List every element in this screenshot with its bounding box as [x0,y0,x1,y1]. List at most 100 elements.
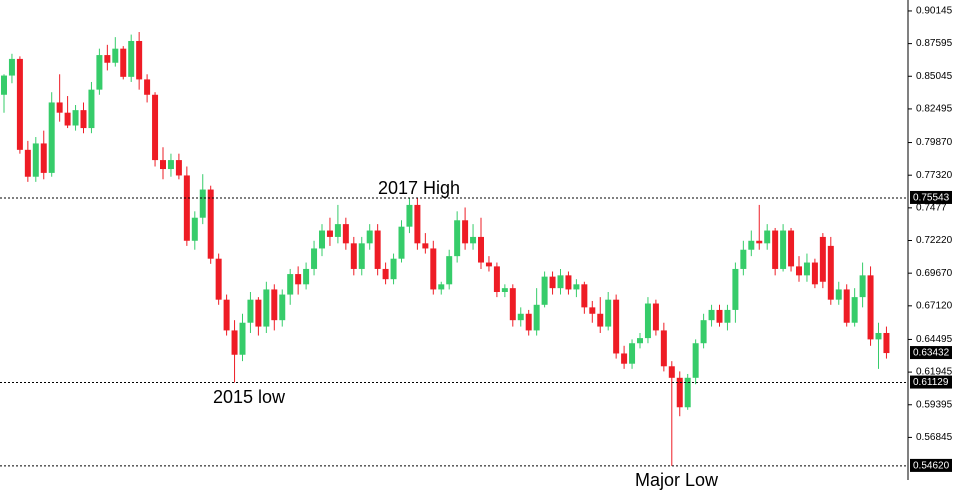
candle-body [867,275,874,340]
candle-body [772,230,779,269]
candle-body [811,262,818,285]
candle-body [295,274,302,285]
candle-body [684,377,691,408]
candle-body [358,243,365,269]
candle-body [366,230,373,244]
candle-body [788,230,795,267]
candle-body [716,309,723,323]
candle-body [589,307,596,314]
level-label-box [910,190,952,204]
candle-body [247,299,254,323]
candle-body [128,40,135,77]
candle-body [819,236,826,282]
y-tick-label: 0.7477 [916,202,947,213]
annotation: Major Low [635,470,719,490]
candle-body [676,377,683,408]
candle-body [692,343,699,378]
candle-body [263,289,270,327]
candle-body [708,309,715,321]
candle-body [565,275,572,290]
candle-body [382,268,389,280]
candle-body [509,288,516,321]
candle-body [255,299,262,327]
candle-body [454,220,461,257]
level-label-box [910,458,952,472]
candle-body [485,262,492,267]
candle-body [398,226,405,259]
level-label: 0.54620 [913,461,950,472]
candle-body [64,112,71,126]
candle-body [621,353,628,364]
candle-body [700,320,707,344]
y-tick-label: 0.77320 [916,170,953,181]
candle-body [326,230,333,237]
candle-body [342,224,349,244]
candle-body [96,55,103,90]
candle-body [32,143,39,177]
candle-body [414,204,421,244]
candle-body [120,48,127,77]
y-tick-label: 0.64495 [916,334,953,345]
price-label-box [910,346,952,360]
y-tick-label: 0.85045 [916,71,953,82]
candle-body [533,304,540,331]
candle-body [112,48,119,63]
candle-body [780,230,787,269]
candle-body [748,240,755,250]
y-tick-label: 0.79870 [916,137,953,148]
candle-body [470,236,477,244]
y-tick-label: 0.90145 [916,6,953,17]
candle-body [144,79,151,95]
candle-body [756,240,763,244]
candle-body [541,276,548,305]
candle-body [390,258,397,280]
candle-body [16,58,23,150]
candle-body [740,249,747,269]
level-label: 0.75543 [913,193,950,204]
candle-body [279,294,286,321]
candle-body [430,248,437,290]
candle-body [136,40,143,80]
candle-body [183,175,190,241]
current-price-label: 0.63432 [913,348,950,359]
candle-body [843,289,850,323]
candle-body [406,204,413,227]
candle-body [152,94,159,161]
candle-body [215,258,222,300]
candle-body [478,236,484,263]
candle-body [207,189,214,259]
candle-body [581,284,588,308]
y-tick-label: 0.56845 [916,432,953,443]
candle-body [438,284,445,290]
candle-body [88,89,95,129]
y-tick-label: 0.69670 [916,268,953,279]
candle-body [319,230,325,249]
candle-body [223,299,230,331]
candle-body [573,284,580,290]
annotation: 2015 low [213,387,286,407]
candle-body [350,243,357,269]
level-label-box [910,375,952,389]
candle-body [334,224,341,237]
candle-body [517,313,524,321]
candle-body [613,299,620,354]
candle-body [557,275,564,289]
candle-body [827,245,834,300]
candle-body [422,243,429,249]
y-tick-label: 0.61945 [916,367,953,378]
candle-body [287,274,294,295]
candle-body [859,275,866,298]
candle-body [24,149,31,177]
candle-body [724,309,731,323]
y-tick-label: 0.82495 [916,104,953,115]
candle-body [501,288,508,292]
candle-body [199,189,206,218]
candle-body [660,330,667,367]
candle-body [167,160,174,170]
candle-body [796,266,802,276]
candle-body [175,160,182,176]
y-tick-label: 0.59395 [916,399,953,410]
candle-body [311,248,318,269]
candle-body [303,268,310,285]
